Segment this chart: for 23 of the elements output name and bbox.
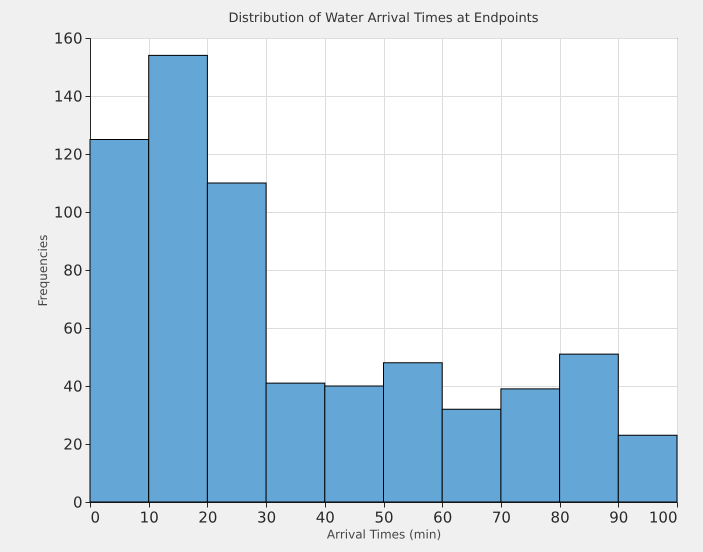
y-tick-label: 80	[63, 262, 82, 280]
x-tick-label: 40	[316, 508, 335, 526]
x-tick-label: 90	[609, 508, 628, 526]
x-tick-label: 60	[433, 508, 452, 526]
chart-title: Distribution of Water Arrival Times at Endpoints	[228, 11, 539, 26]
y-tick-label: 0	[72, 494, 82, 512]
x-axis-title: Arrival Times (min)	[326, 528, 442, 542]
y-tick-label: 140	[54, 88, 82, 106]
y-tick-label: 60	[63, 320, 82, 338]
y-tick-label: 160	[54, 30, 82, 48]
x-tick-label: 0	[90, 508, 100, 526]
y-tick-label: 40	[63, 378, 82, 396]
y-tick-label: 100	[54, 204, 82, 222]
y-tick-label: 120	[54, 146, 82, 164]
x-tick-label: 30	[257, 508, 276, 526]
x-tick-label: 10	[140, 508, 159, 526]
x-tick-label: 20	[198, 508, 218, 526]
x-tick-label: 70	[492, 508, 511, 526]
x-tick-label: 80	[550, 508, 570, 526]
x-tick-label: 100	[648, 508, 678, 526]
x-tick-label: 50	[374, 508, 394, 526]
y-axis-title: Frequencies	[36, 234, 50, 306]
y-tick-label: 20	[63, 436, 82, 454]
